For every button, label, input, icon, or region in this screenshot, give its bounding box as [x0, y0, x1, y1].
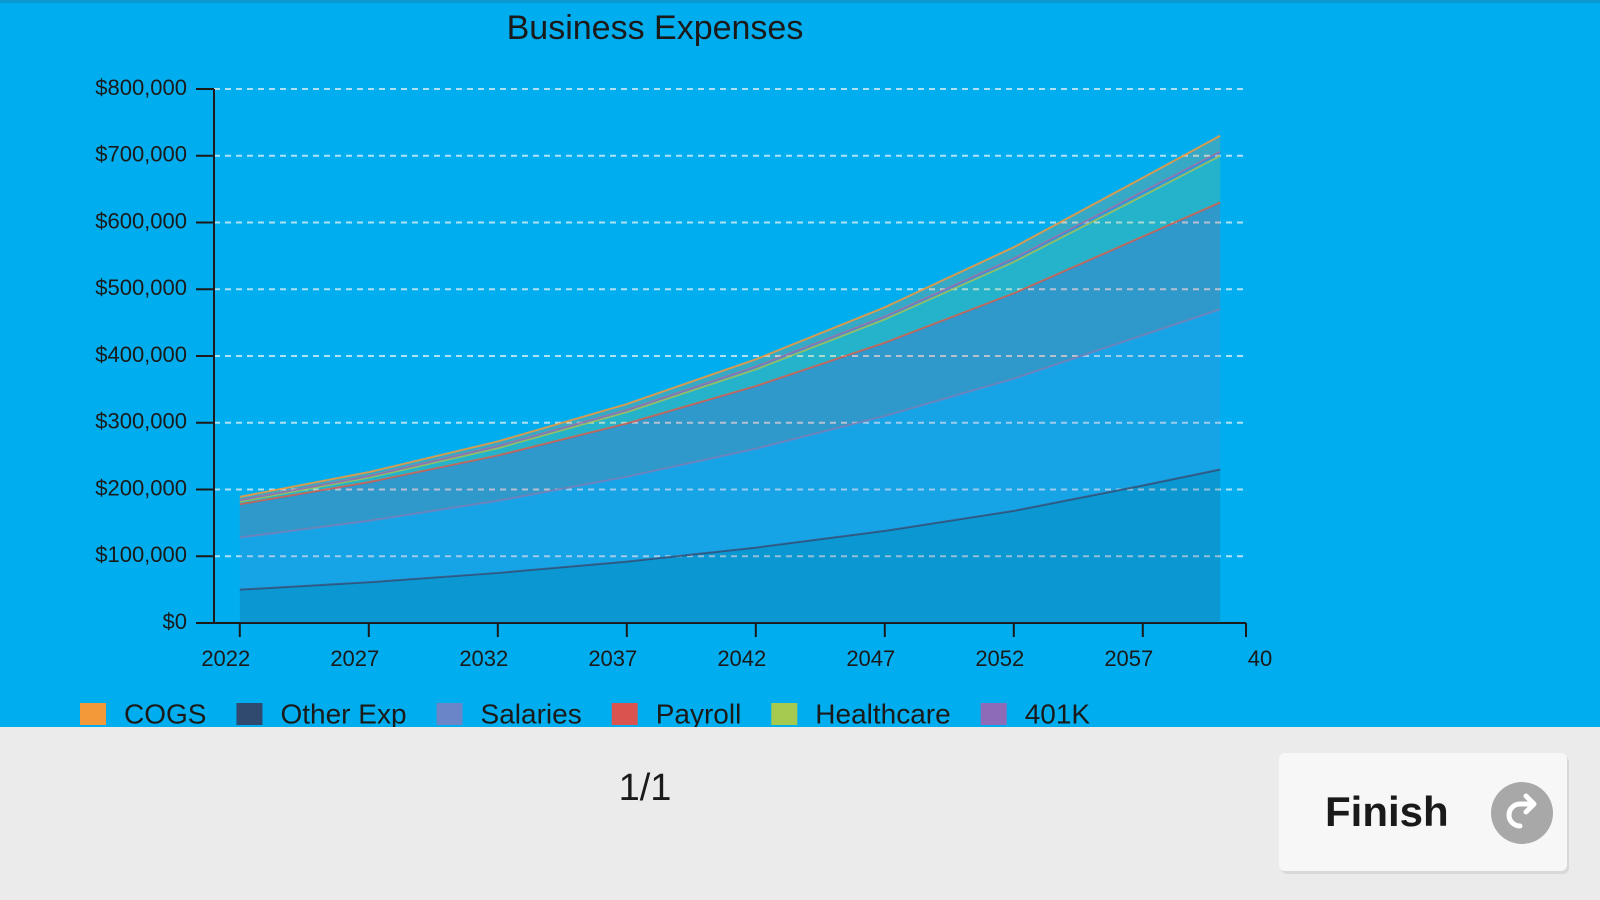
legend-label: Salaries [481, 698, 582, 729]
legend-swatch [80, 703, 106, 725]
button-icon-arrow [1506, 793, 1537, 829]
y-tick-label: $400,000 [95, 342, 187, 367]
area-line [239, 201, 1221, 506]
legend: COGS Other Exp Salaries Payroll Healthcare 40… [80, 698, 1090, 729]
legend-swatch [980, 703, 1007, 725]
legend-label: 401K [1025, 698, 1091, 729]
x-tick-label: 2027 [330, 646, 379, 671]
button-body[interactable] [1279, 753, 1567, 871]
legend-swatch [771, 703, 798, 725]
area-line [239, 154, 1221, 503]
y-tick-label: $100,000 [95, 542, 187, 567]
y-tick-label: $300,000 [95, 409, 187, 434]
legend-label: COGS [124, 698, 206, 729]
y-tick-label: $500,000 [95, 275, 187, 300]
y-tick-label: $200,000 [95, 475, 187, 500]
x-tick-label: 2037 [588, 646, 637, 671]
x-tick-label: 2047 [846, 646, 895, 671]
button-icon [1491, 782, 1553, 844]
area-fill [239, 469, 1221, 623]
legend-swatch [436, 703, 463, 725]
x-tick-label: 2022 [201, 646, 250, 671]
area-line [239, 150, 1221, 502]
finish-button[interactable]: Finish [1279, 753, 1569, 874]
x-tick-label: 2042 [717, 646, 766, 671]
page-indicator: 1/1 [619, 767, 672, 809]
area-line [239, 468, 1221, 591]
legend-swatch [611, 703, 638, 725]
area-fill [239, 202, 1221, 538]
legend-label: Other Exp [280, 698, 406, 729]
y-tick-label: $700,000 [95, 142, 187, 167]
y-tick-label: $800,000 [95, 75, 187, 100]
area-line [239, 308, 1221, 539]
x-tick-label: 40 [1248, 646, 1272, 671]
x-tick-label: 2052 [975, 646, 1024, 671]
area-line [239, 134, 1221, 498]
top-edge [0, 0, 1600, 3]
x-tick-label: 2057 [1104, 646, 1153, 671]
area-fill [239, 309, 1221, 590]
y-tick-label: $600,000 [95, 208, 187, 233]
legend-label: Healthcare [815, 698, 950, 729]
chart-title: Business Expenses [507, 9, 804, 47]
button-label[interactable]: Finish [1325, 788, 1449, 835]
legend-swatch [236, 703, 263, 725]
y-tick-label: $0 [163, 609, 187, 634]
legend-label: Payroll [656, 698, 742, 729]
x-tick-label: 2032 [459, 646, 508, 671]
